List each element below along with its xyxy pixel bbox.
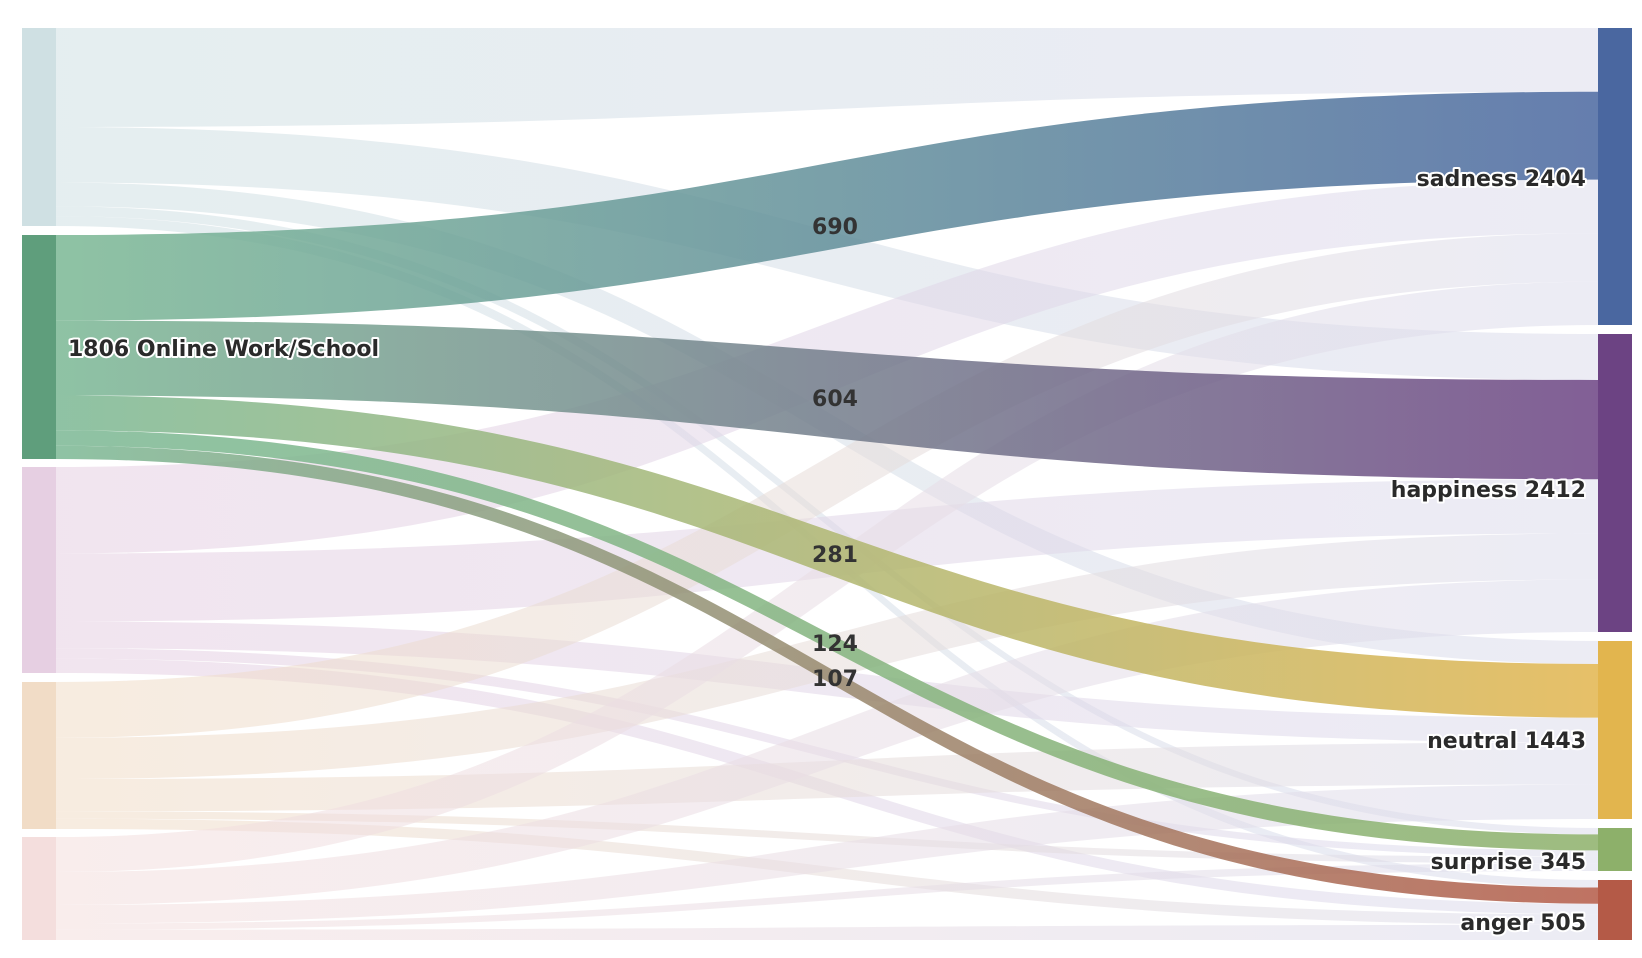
link-s4-to-anger [56, 818, 1598, 925]
link-work-to-anger [56, 445, 1598, 904]
source-label-work: 1806 Online Work/School [68, 337, 379, 362]
source-node-s1 [22, 28, 56, 226]
flow-value-surprise: 124 [812, 632, 858, 657]
flow-value-sadness: 690 [812, 215, 858, 240]
link-s4-to-happiness [56, 533, 1598, 780]
source-node-s5 [22, 837, 56, 940]
flow-value-anger: 107 [812, 667, 858, 692]
nodes [22, 28, 1632, 940]
target-node-neutral [1598, 641, 1632, 819]
target-label-surprise: surprise 345 [1431, 850, 1586, 875]
target-node-anger [1598, 880, 1632, 940]
target-label-sadness: sadness 2404 [1417, 167, 1586, 192]
link-work-to-sadness [56, 91, 1598, 321]
link-s5-to-anger [56, 924, 1598, 940]
link-work-to-happiness [56, 320, 1598, 480]
source-node-work [22, 235, 56, 459]
link-s5-to-surprise [56, 863, 1598, 930]
link-work-to-surprise [56, 430, 1598, 851]
link-s5-to-sadness [56, 281, 1598, 873]
target-label-neutral: neutral 1443 [1427, 729, 1586, 754]
labels: 1806 Online Work/School sadness 2404 happi… [66, 165, 1588, 938]
target-node-sadness [1598, 28, 1632, 325]
target-label-anger: anger 505 [1460, 911, 1586, 936]
flow-value-happiness: 604 [812, 387, 858, 412]
link-work-to-neutral [56, 395, 1598, 718]
link-s4-to-sadness [56, 233, 1598, 738]
link-s4-to-surprise [56, 811, 1598, 864]
target-node-surprise [1598, 828, 1632, 871]
link-s5-to-neutral [56, 784, 1598, 924]
target-node-happiness [1598, 334, 1632, 632]
source-node-s4 [22, 682, 56, 829]
flow-value-neutral: 281 [812, 543, 858, 568]
source-node-s3 [22, 467, 56, 673]
highlighted-links [56, 91, 1598, 904]
target-label-happiness: happiness 2412 [1391, 478, 1586, 503]
link-s1-to-sadness [56, 28, 1598, 127]
